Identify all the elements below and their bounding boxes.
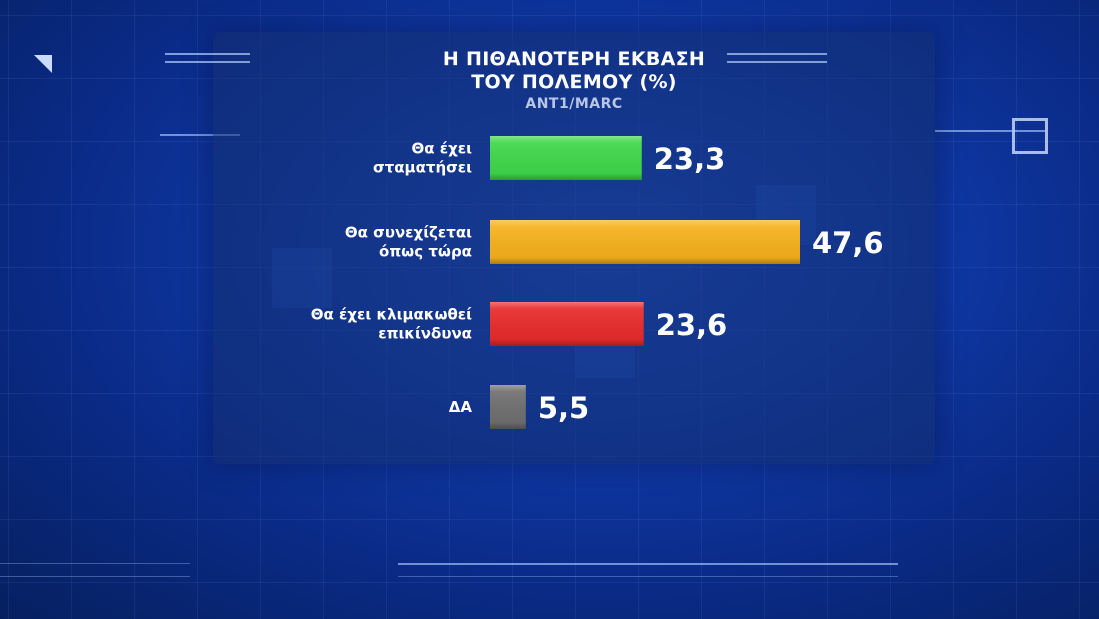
bar-shading — [490, 136, 642, 180]
title-rule-right — [727, 61, 827, 63]
bar-shading — [490, 220, 800, 264]
value-label: 23,3 — [654, 142, 726, 176]
category-label: Θα συνεχίζεται — [345, 224, 472, 242]
bar-shading — [490, 302, 644, 346]
decor-line — [398, 576, 898, 577]
decor-line — [160, 134, 240, 136]
title-rule-right — [727, 53, 827, 55]
title-rule-left — [165, 53, 250, 55]
decor-line — [398, 563, 898, 565]
bar-group: ΔΑ 5,5 — [449, 385, 589, 429]
value-label: 47,6 — [812, 226, 884, 260]
category-label: Θα έχει κλιμακωθεί — [311, 306, 472, 324]
decor-line — [0, 576, 190, 577]
value-label: 5,5 — [538, 391, 589, 425]
value-label: 23,6 — [656, 308, 728, 342]
category-label: σταματήσει — [373, 159, 472, 177]
decor-line — [0, 563, 190, 564]
chart-title-line-1: Η ΠΙΘΑΝΟΤΕΡΗ ΕΚΒΑΣΗ — [442, 48, 706, 70]
bar-shading — [490, 385, 526, 429]
chart-source: ANT1/MARC — [525, 96, 623, 112]
corner-triangle-decoration — [34, 55, 52, 73]
category-label: όπως τώρα — [379, 243, 472, 261]
title-rule-left — [165, 61, 250, 63]
category-label: ΔΑ — [449, 398, 473, 416]
category-label: επικίνδυνα — [378, 325, 472, 343]
chart-title-line-2: ΤΟΥ ΠΟΛΕΜΟΥ (%) — [471, 71, 677, 93]
decor-line — [935, 130, 1045, 132]
square-outline-decoration — [1012, 118, 1048, 154]
category-label: Θα έχει — [412, 140, 473, 158]
chart-title: Η ΠΙΘΑΝΟΤΕΡΗ ΕΚΒΑΣΗ ΤΟΥ ΠΟΛΕΜΟΥ (%) — [213, 48, 935, 94]
